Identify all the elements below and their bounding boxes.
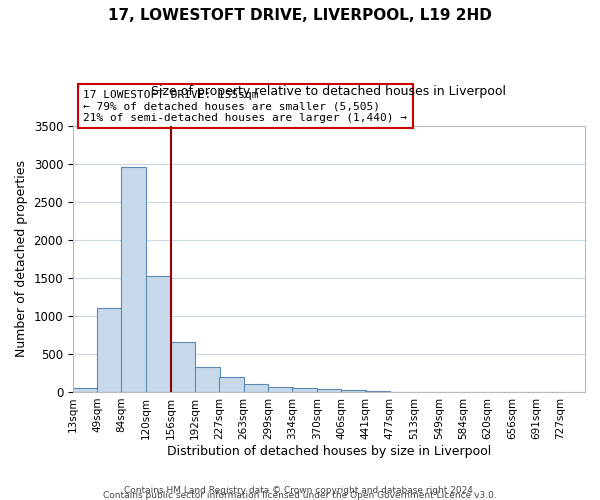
Bar bbox=[365, 391, 390, 392]
Bar bbox=[219, 376, 244, 392]
Bar bbox=[170, 342, 195, 392]
Bar bbox=[73, 388, 97, 392]
X-axis label: Distribution of detached houses by size in Liverpool: Distribution of detached houses by size … bbox=[167, 444, 491, 458]
Title: Size of property relative to detached houses in Liverpool: Size of property relative to detached ho… bbox=[151, 85, 506, 98]
Bar bbox=[97, 308, 122, 392]
Y-axis label: Number of detached properties: Number of detached properties bbox=[15, 160, 28, 358]
Text: Contains public sector information licensed under the Open Government Licence v3: Contains public sector information licen… bbox=[103, 490, 497, 500]
Bar bbox=[195, 367, 220, 392]
Bar bbox=[268, 388, 293, 392]
Bar bbox=[244, 384, 268, 392]
Text: Contains HM Land Registry data © Crown copyright and database right 2024.: Contains HM Land Registry data © Crown c… bbox=[124, 486, 476, 495]
Text: 17 LOWESTOFT DRIVE: 155sqm
← 79% of detached houses are smaller (5,505)
21% of s: 17 LOWESTOFT DRIVE: 155sqm ← 79% of deta… bbox=[83, 90, 407, 123]
Bar bbox=[341, 390, 366, 392]
Text: 17, LOWESTOFT DRIVE, LIVERPOOL, L19 2HD: 17, LOWESTOFT DRIVE, LIVERPOOL, L19 2HD bbox=[108, 8, 492, 22]
Bar bbox=[317, 389, 341, 392]
Bar bbox=[146, 276, 170, 392]
Bar bbox=[292, 388, 317, 392]
Bar bbox=[121, 168, 146, 392]
